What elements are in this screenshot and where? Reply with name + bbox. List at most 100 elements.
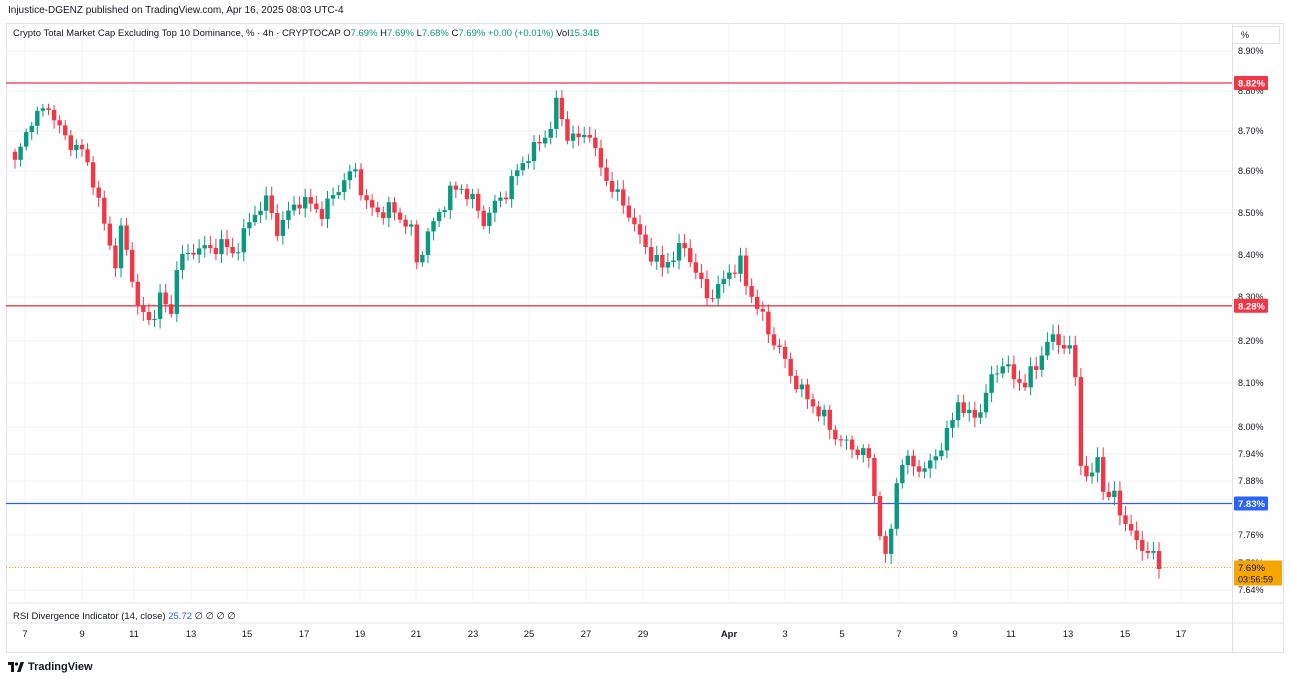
candle-body [520,163,526,171]
candle-body [57,120,62,126]
candle-body [403,219,408,227]
candle-body [302,197,308,209]
candle-body [118,225,124,269]
time-tick-label: 25 [524,629,535,640]
candle-body [470,193,475,200]
candle-body [90,162,96,188]
candle-body [1151,550,1156,553]
candle-body [448,185,453,211]
candle-body [129,249,135,282]
level-price-badge [1234,76,1268,90]
candle-body [202,245,207,249]
candle-body [755,296,760,309]
candle-body [1084,465,1089,477]
time-tick-label: 27 [581,629,592,640]
candle-body [849,439,855,450]
candle-body [442,210,447,212]
symbol-title: Crypto Total Market Cap Excluding Top 10… [13,28,341,39]
candle-body [877,496,883,537]
candle-body [509,176,514,200]
candle-body [414,224,419,263]
candle-body [632,217,637,225]
candle-body [1078,377,1084,466]
candle-body [727,272,732,279]
candle-body [1140,540,1145,551]
time-axis: 7 9 11 13 15 17 19 21 23 25 27 29 Apr 3 5 7 9 11 13 15 17 [22,629,1186,640]
candle-body [185,252,191,254]
candle-body [693,262,699,273]
candle-body [180,253,185,271]
candle-body [972,409,978,418]
candle-body [894,483,899,529]
candle-body [710,298,715,300]
candle-body [615,189,620,192]
time-tick-label: 9 [79,629,84,640]
candle-body [1156,550,1162,569]
candle-body [375,207,380,213]
candle-body [342,180,347,193]
candle-body [1039,355,1045,370]
footer-brand[interactable]: TradingView [8,661,93,673]
candle-body [79,144,85,150]
rsi-label: RSI Divergence Indicator (14, close) [13,611,166,622]
candle-body [526,161,531,164]
candle-body [872,457,877,497]
candle-body [515,170,520,177]
time-tick-label: 7 [22,629,27,640]
horizontal-lines [6,82,1232,568]
candle-body [1000,366,1005,374]
volume-value: 15.34B [569,28,600,39]
price-tick-label: 7.94% [1238,449,1264,459]
percent-scale-button[interactable]: % [1232,26,1280,44]
candle-body [531,142,537,162]
candle-body [587,134,592,138]
time-tick-label: 5 [839,629,844,640]
time-tick-label: 9 [952,629,957,640]
high-value: 7.69% [387,28,414,39]
candle-body [911,455,916,467]
candle-body [593,137,598,149]
candle-body [51,109,57,121]
candle-body [381,212,386,219]
grid-lines [6,23,1284,653]
candle-body [1006,364,1011,367]
chart-panel[interactable]: 8.90% 8.80% 8.70% 8.60% 8.50% 8.40% 8.30% 8.20%… [6,23,1284,653]
candle-body [1106,491,1111,497]
candle-body [1067,345,1072,349]
candle-body [598,148,604,168]
candle-body [18,146,23,160]
candle-body [369,200,375,208]
candle-body [715,283,721,299]
candle-body [732,272,738,274]
time-tick-label: 23 [468,629,479,640]
candle-body [554,97,559,129]
candle-body [152,318,157,321]
candle-body [821,409,827,417]
price-tick-label: 7.64% [1238,585,1264,595]
candle-body [688,248,693,263]
candle-body [883,536,888,554]
candle-body [766,311,771,335]
rsi-empty: ∅ [194,611,203,622]
candle-body [844,439,849,441]
candle-body [336,192,341,196]
volume-label: Vol [556,28,570,39]
price-tick-label: 8.70% [1238,126,1264,136]
candle-body [12,151,18,160]
candle-body [861,448,866,456]
high-label: H [380,28,388,39]
candle-body [799,384,805,390]
candle-body [648,246,654,262]
candle-body [219,239,224,255]
candle-body [1089,472,1095,477]
candle-body [660,255,665,268]
candle-body [794,375,799,390]
candle-body [961,402,966,413]
time-tick-label: 11 [1006,629,1016,640]
level-price-badge [1234,496,1268,511]
price-tick-label: 7.76% [1238,530,1264,540]
candle-body [35,110,40,126]
candle-body [637,224,643,235]
price-chart[interactable]: 8.90% 8.80% 8.70% 8.60% 8.50% 8.40% 8.30% 8.20%… [6,23,1284,653]
candle-body [604,167,609,181]
